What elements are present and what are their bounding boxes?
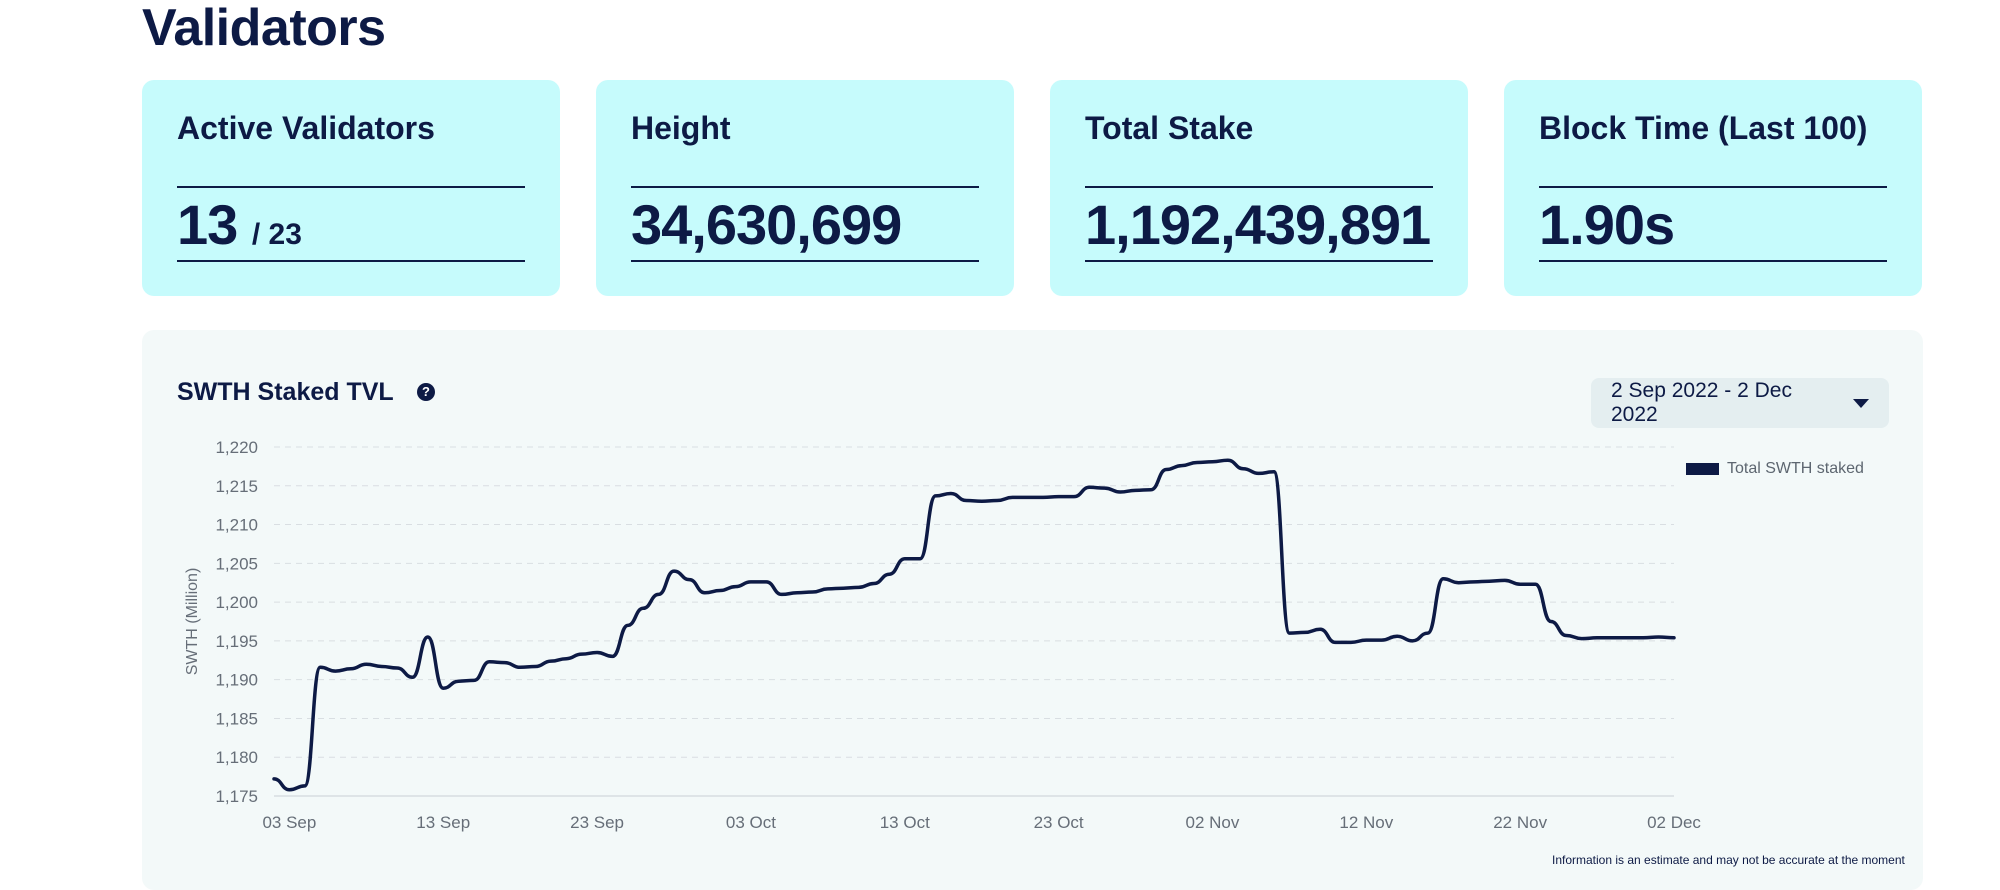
divider [631, 260, 979, 262]
total-validators: / 23 [251, 218, 302, 251]
divider [1085, 260, 1433, 262]
y-tick-label: 1,215 [215, 477, 258, 496]
series-line [272, 458, 1676, 792]
block-time-value: 1.90s [1539, 193, 1675, 256]
question-circle-icon[interactable]: ? [417, 383, 435, 401]
block-time-card: Block Time (Last 100) 1.90s [1504, 80, 1922, 296]
card-label: Height [631, 110, 731, 146]
x-tick-label: 12 Nov [1339, 813, 1393, 832]
y-tick-label: 1,180 [215, 748, 258, 767]
chart-title: SWTH Staked TVL [177, 378, 394, 406]
date-range-label: 2 Sep 2022 - 2 Dec 2022 [1611, 379, 1792, 426]
staked-tvl-panel: SWTH Staked TVL ? 2 Sep 2022 - 2 Dec 202… [142, 330, 1923, 890]
legend-swatch [1686, 463, 1719, 475]
divider [1539, 260, 1887, 262]
x-tick-label: 03 Oct [726, 813, 776, 832]
x-tick-label: 03 Sep [262, 813, 316, 832]
divider [1539, 186, 1887, 188]
caret-down-icon [1853, 398, 1869, 408]
y-tick-label: 1,190 [215, 671, 258, 690]
x-tick-label: 23 Sep [570, 813, 624, 832]
x-tick-label: 13 Sep [416, 813, 470, 832]
divider [177, 186, 525, 188]
total-stake-card: Total Stake 1,192,439,891 [1050, 80, 1468, 296]
x-tick-label: 02 Nov [1186, 813, 1240, 832]
legend-label: Total SWTH staked [1727, 460, 1864, 477]
y-tick-label: 1,185 [215, 709, 258, 728]
y-axis-label: SWTH (Million) [184, 568, 201, 676]
card-label: Block Time (Last 100) [1539, 110, 1868, 146]
x-tick-label: 23 Oct [1034, 813, 1084, 832]
y-tick-label: 1,175 [215, 787, 258, 806]
divider [1085, 186, 1433, 188]
card-label: Active Validators [177, 110, 435, 146]
chart-legend[interactable]: Total SWTH staked [1686, 460, 1864, 478]
card-label: Total Stake [1085, 110, 1254, 146]
active-count: 13 [177, 193, 238, 256]
disclaimer-text: Information is an estimate and may not b… [1552, 853, 1905, 867]
active-validators-value: 13 / 23 [177, 192, 302, 257]
y-tick-label: 1,195 [215, 632, 258, 651]
x-tick-label: 02 Dec [1647, 813, 1701, 832]
date-range-dropdown[interactable]: 2 Sep 2022 - 2 Dec 2022 [1591, 378, 1889, 428]
active-validators-card: Active Validators 13 / 23 [142, 80, 560, 296]
height-card: Height 34,630,699 [596, 80, 1014, 296]
divider [177, 260, 525, 262]
total-stake-value: 1,192,439,891 [1085, 193, 1431, 256]
y-tick-label: 1,205 [215, 554, 258, 573]
y-tick-label: 1,200 [215, 593, 258, 612]
y-tick-label: 1,220 [215, 438, 258, 457]
height-value: 34,630,699 [631, 193, 902, 256]
page-title: Validators [142, 0, 386, 57]
x-tick-label: 22 Nov [1493, 813, 1547, 832]
y-tick-label: 1,210 [215, 516, 258, 535]
divider [631, 186, 979, 188]
x-tick-label: 13 Oct [880, 813, 930, 832]
